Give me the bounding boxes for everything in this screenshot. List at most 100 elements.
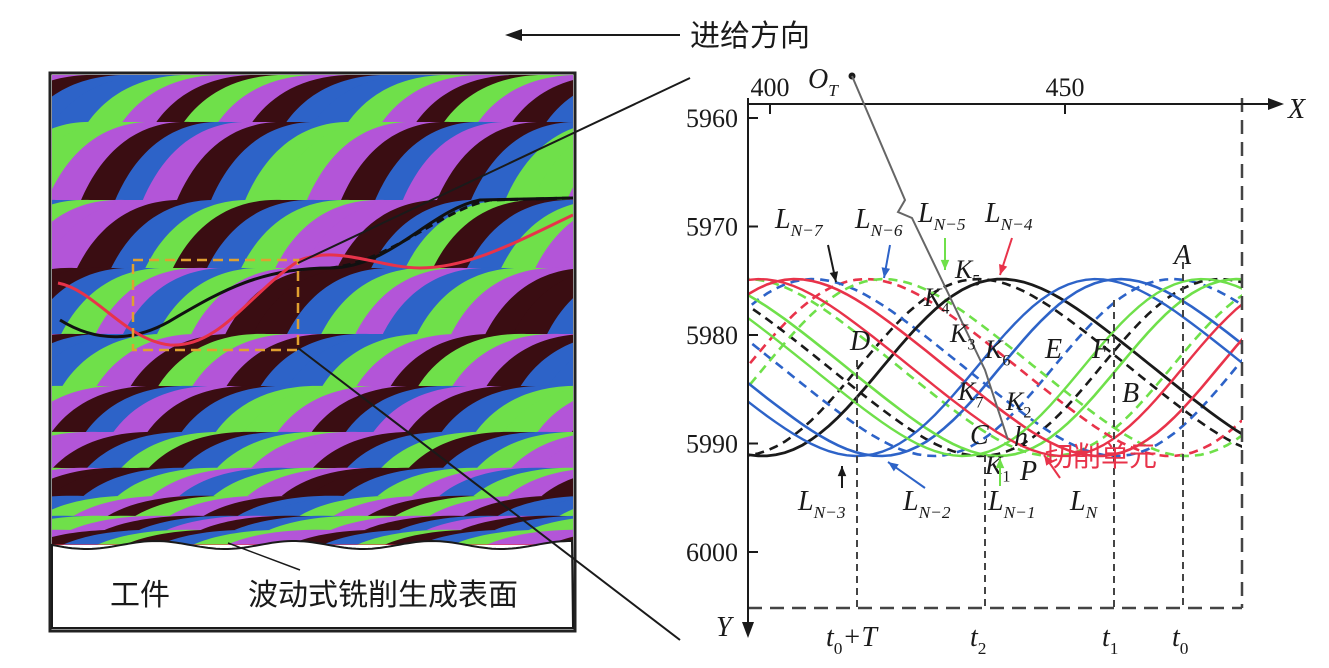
scallop-segment bbox=[122, 267, 272, 336]
scallop-segment bbox=[80, 121, 231, 202]
scallop-segment bbox=[635, 468, 785, 498]
l-label-Nminus-5: LN−5 bbox=[917, 198, 966, 234]
scallop-segment bbox=[242, 385, 392, 434]
scallop-segment bbox=[76, 199, 227, 270]
scallop-segment bbox=[310, 385, 461, 434]
scallop-segment bbox=[52, 75, 175, 125]
wavy-milled-surface bbox=[51, 539, 575, 629]
scallop-segment bbox=[180, 385, 331, 434]
scallop-segment bbox=[0, 268, 46, 336]
scallop-segment bbox=[181, 431, 332, 470]
cutting-element-label: 切削单元 bbox=[1045, 440, 1157, 473]
scallop-segment bbox=[52, 121, 162, 202]
scallop-segment bbox=[52, 431, 167, 470]
scallop-segment bbox=[0, 432, 9, 470]
scallop-segment bbox=[624, 496, 774, 518]
time-label-t2: t2 bbox=[970, 622, 986, 658]
scallop-segment bbox=[341, 467, 492, 498]
point-label-E: E bbox=[1044, 334, 1062, 365]
scallop-segment bbox=[486, 529, 573, 545]
scallop-segment bbox=[547, 358, 573, 388]
scallop-segment bbox=[215, 431, 366, 470]
scallop-segment bbox=[697, 468, 847, 498]
scallop-segment bbox=[662, 122, 812, 202]
point-label-F: F bbox=[1091, 334, 1110, 365]
tool-path-curve bbox=[748, 277, 1242, 458]
scallop-segment bbox=[190, 267, 341, 336]
l-label-arrow-head bbox=[829, 271, 839, 282]
l-label-Nminus-1: LN−1 bbox=[987, 486, 1036, 522]
scallop-segment bbox=[320, 267, 471, 336]
scallop-segment bbox=[601, 468, 751, 498]
scallop-segment bbox=[70, 495, 221, 518]
scallop-segment bbox=[634, 122, 784, 202]
scallop-segment bbox=[654, 516, 804, 532]
scallop-segment bbox=[537, 444, 573, 470]
scallop-segment bbox=[225, 333, 376, 388]
scallop-segment bbox=[52, 267, 177, 336]
x-tick-label: 450 bbox=[1046, 73, 1085, 102]
scallop-segment bbox=[230, 515, 381, 532]
scallop-segment bbox=[312, 75, 462, 125]
scallop-segment bbox=[372, 385, 522, 434]
l-label-arrow-head bbox=[837, 466, 847, 477]
scallop-segment bbox=[81, 467, 232, 498]
feed-direction-label: 进给方向 bbox=[690, 19, 810, 54]
y-tick-label: 5970 bbox=[686, 213, 738, 242]
scallop-segment bbox=[666, 386, 816, 434]
workpiece-label: 工件 bbox=[110, 578, 170, 613]
scallop-segment bbox=[426, 495, 573, 518]
scallop-segment bbox=[0, 468, 39, 498]
point-label-A: A bbox=[1172, 240, 1192, 271]
l-label-arrow-head bbox=[1044, 455, 1054, 466]
scallop-segment bbox=[860, 122, 1010, 202]
scallop-segment bbox=[156, 267, 307, 336]
l-label-arrow-head bbox=[995, 458, 1005, 469]
scallop-segment bbox=[792, 122, 942, 202]
scallop-segment bbox=[784, 516, 934, 532]
scallop-segment bbox=[532, 144, 573, 202]
scallop-segment bbox=[52, 385, 201, 434]
point-label-C: C bbox=[970, 420, 989, 451]
scallop-segment bbox=[0, 75, 10, 125]
scallop-segment bbox=[0, 386, 36, 434]
cutting-element-region bbox=[1254, 362, 1329, 448]
surface-label: 波动式铣削生成表面 bbox=[248, 578, 518, 613]
scallop-segment bbox=[402, 121, 552, 202]
scallop-segment bbox=[806, 530, 956, 546]
scallop-segment bbox=[894, 122, 1044, 202]
black-tool-trajectory bbox=[59, 196, 573, 339]
x-axis-name: X bbox=[1287, 94, 1306, 125]
l-label-arrow-head bbox=[999, 264, 1008, 275]
scallop-segment bbox=[132, 495, 282, 518]
scallop-segment bbox=[567, 493, 573, 498]
scallop-segment bbox=[157, 333, 307, 388]
scallop-segment bbox=[735, 432, 885, 470]
scallop-segment bbox=[100, 515, 251, 532]
scallop-segment bbox=[536, 401, 573, 434]
scallop-segment bbox=[302, 199, 452, 270]
scallop-segment bbox=[0, 516, 24, 532]
l-label-Nminus-4: LN−4 bbox=[984, 198, 1033, 234]
scallop-segment bbox=[544, 95, 573, 125]
tool-path-curve bbox=[748, 277, 1242, 458]
tool-path-curve bbox=[748, 277, 1242, 458]
k-label-5: K5 bbox=[954, 255, 980, 289]
scallop-segment bbox=[196, 515, 347, 532]
scallop-segment bbox=[772, 530, 922, 546]
scallop-segment bbox=[422, 515, 572, 532]
k-label-3: K3 bbox=[949, 319, 975, 353]
tool-path-curve bbox=[748, 277, 1242, 458]
scallop-segment bbox=[556, 509, 573, 518]
y-axis-arrow bbox=[742, 622, 754, 638]
scallop-segment bbox=[66, 515, 217, 532]
red-tool-trajectory bbox=[57, 213, 573, 347]
scallop-segment bbox=[475, 431, 573, 470]
scallop-segment bbox=[417, 333, 567, 388]
scallop-segment bbox=[485, 334, 573, 388]
scallop-segment bbox=[200, 495, 351, 518]
scallop-segment bbox=[669, 468, 819, 498]
scallop-segment bbox=[539, 478, 573, 498]
l-label-arrow-head bbox=[940, 259, 950, 270]
scallop-segment bbox=[112, 385, 262, 434]
